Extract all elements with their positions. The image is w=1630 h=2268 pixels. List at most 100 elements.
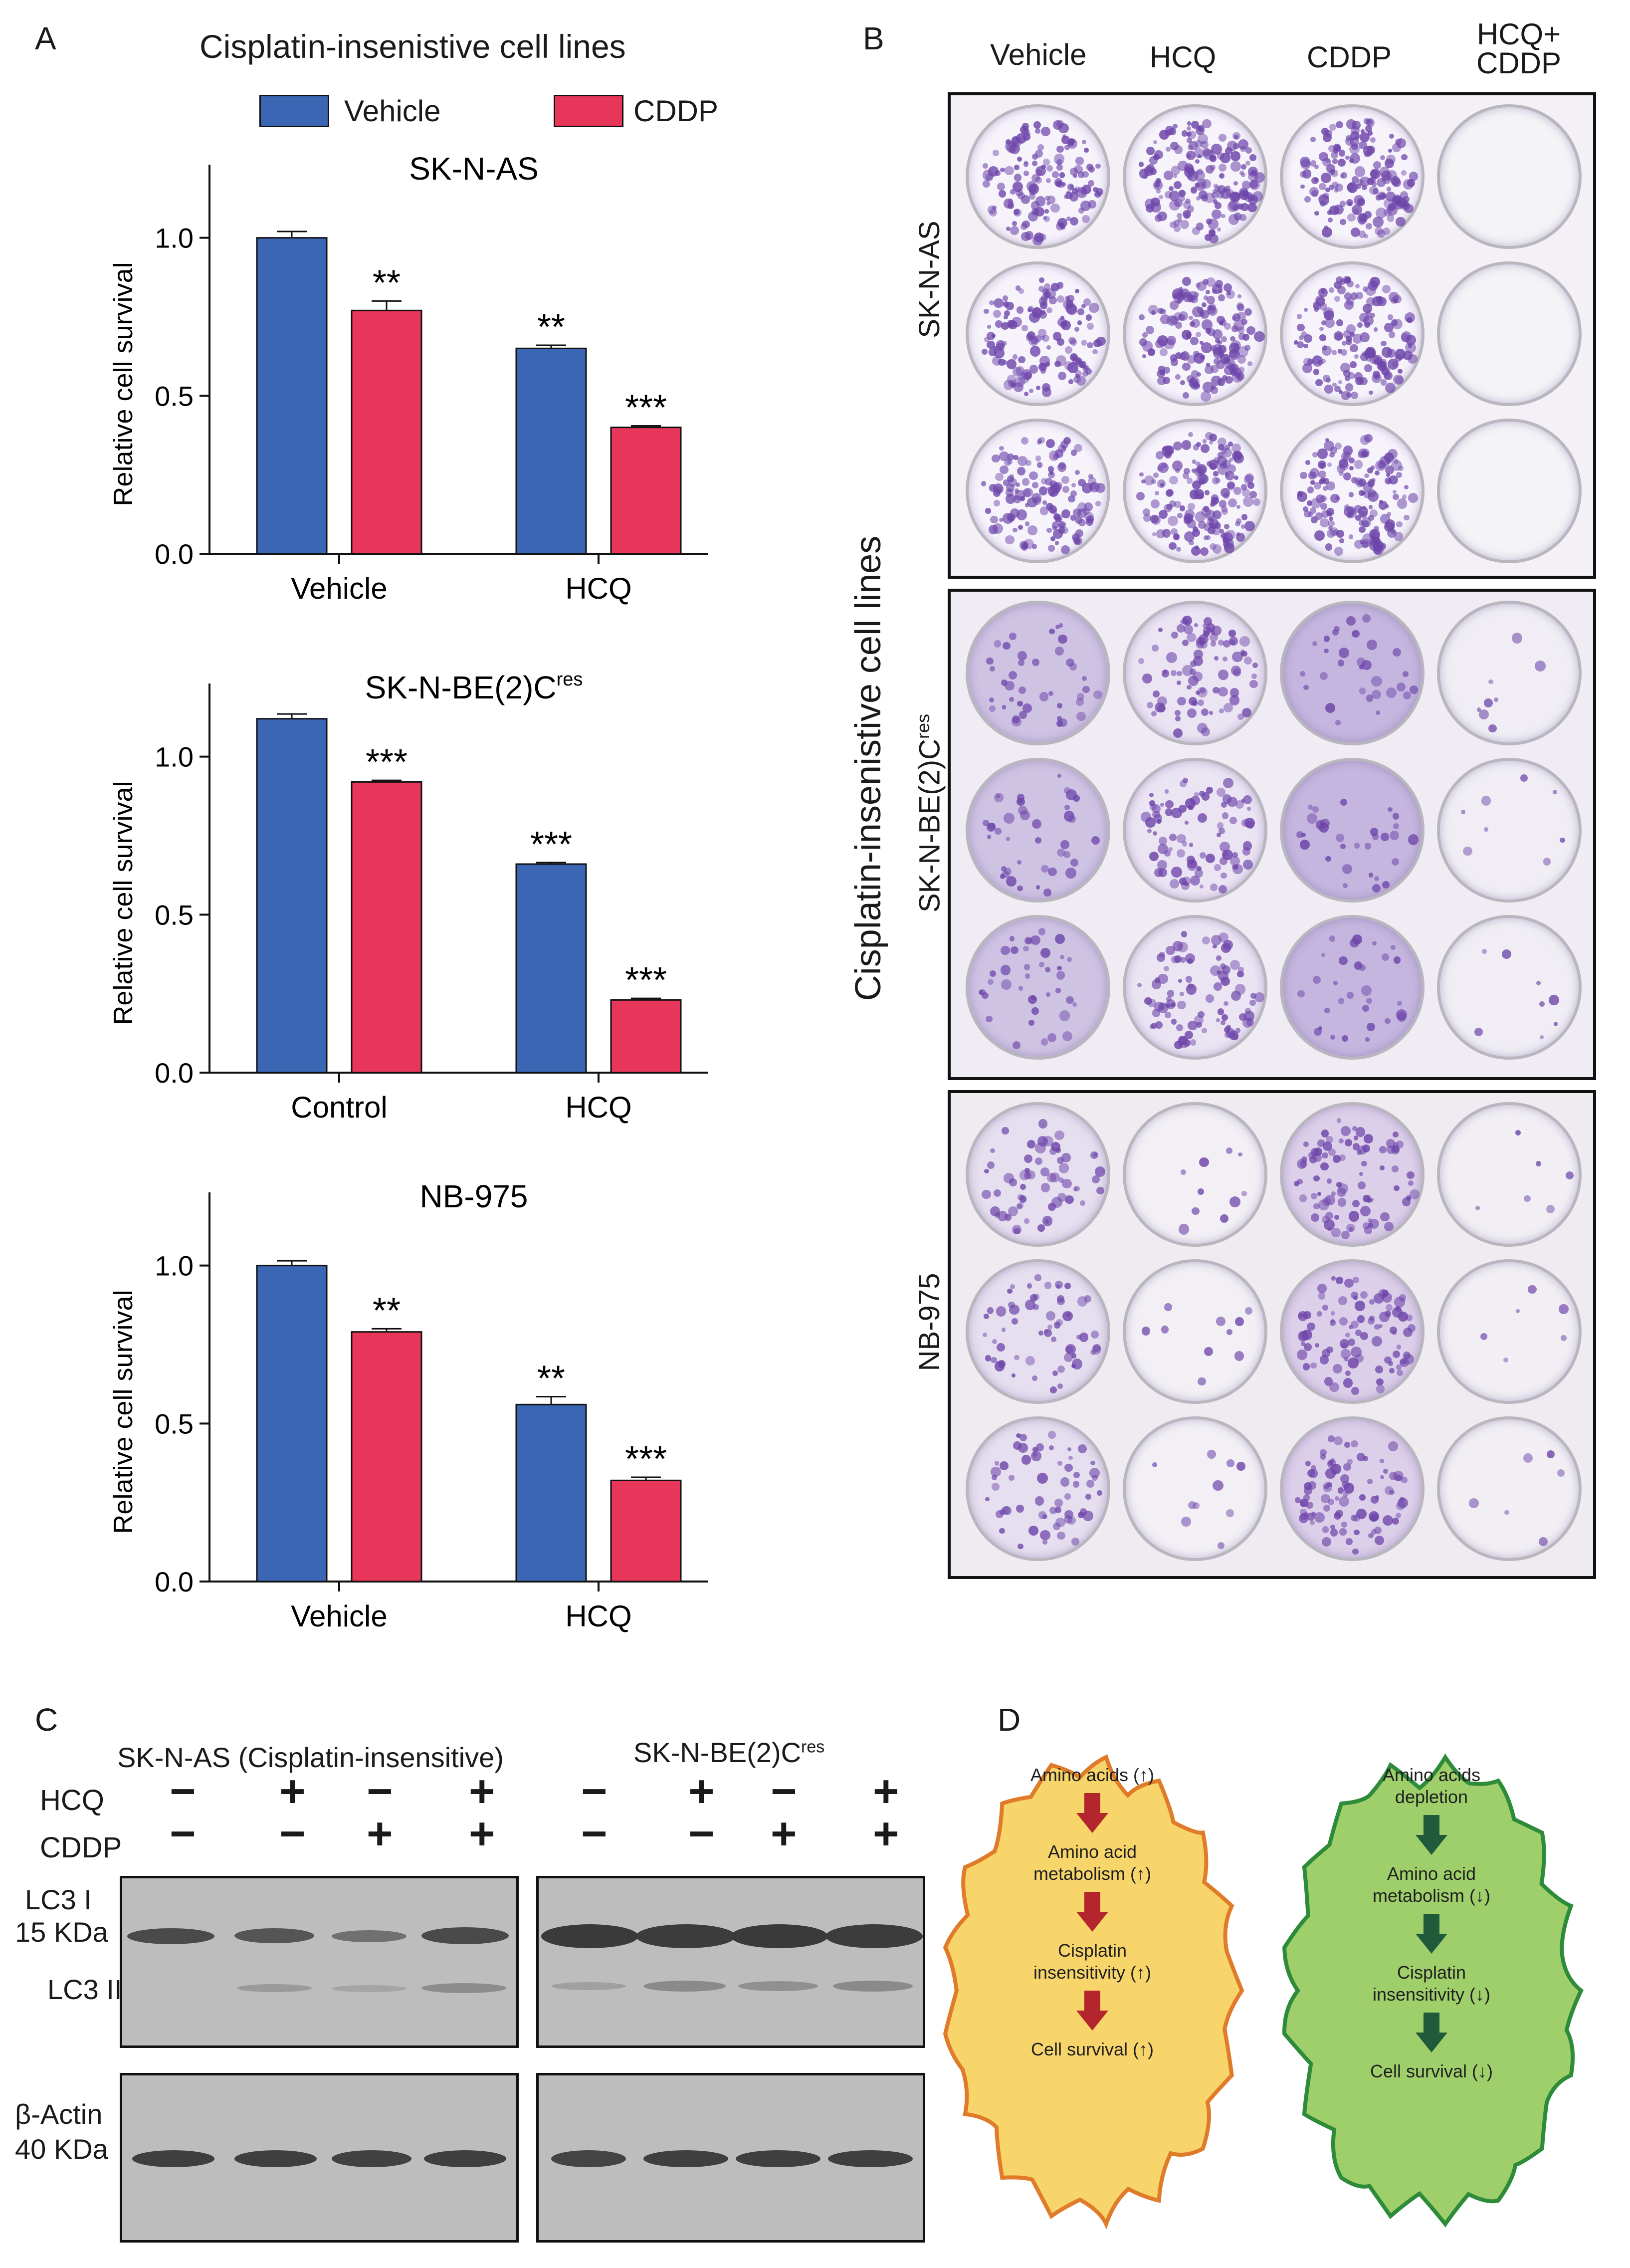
colony-dot: [1352, 934, 1363, 945]
colony-dot: [1363, 1134, 1373, 1143]
colony-dot: [1142, 673, 1153, 683]
colony-dot: [1031, 160, 1038, 166]
colony-dot: [1187, 121, 1192, 126]
colony-dot: [1364, 434, 1373, 443]
colony-dot: [1172, 460, 1183, 471]
colony-dot: [1320, 495, 1327, 502]
colony-dot: [1025, 1356, 1035, 1365]
colony-dot: [1156, 819, 1161, 825]
colony-dot: [1302, 1329, 1313, 1340]
colony-dot: [1064, 804, 1070, 810]
colony-dot: [1331, 1228, 1341, 1237]
colony-dot: [1218, 163, 1227, 172]
colony-dot: [1007, 375, 1016, 384]
colony-dot: [1341, 340, 1347, 346]
colony-dot: [1020, 195, 1030, 204]
colony-dot: [1046, 527, 1052, 533]
colony-dot: [1340, 1126, 1351, 1136]
colony-dot: [1004, 166, 1014, 176]
colony-dot: [1222, 448, 1232, 457]
colony-dot: [1338, 150, 1346, 157]
colony-dot: [1183, 513, 1193, 523]
culture-well: [966, 419, 1110, 563]
colony-dot: [1080, 200, 1091, 211]
colony-dot: [1152, 1462, 1157, 1468]
cell-shape-left: [943, 1754, 1244, 2230]
colony-dot: [1347, 1338, 1356, 1346]
colony-dot: [1200, 884, 1204, 889]
colony-dot: [1140, 811, 1151, 822]
colony-dot: [1051, 508, 1057, 515]
colony-dot: [1197, 281, 1207, 291]
colony-dot: [1246, 806, 1251, 811]
colony-dot: [1383, 198, 1394, 209]
colony-dot: [1003, 198, 1014, 209]
colony-dot: [1348, 534, 1354, 539]
colony-dot: [1068, 495, 1075, 503]
hcq-sign: −: [581, 1767, 608, 1816]
colony-dot: [1351, 1387, 1359, 1395]
colony-dot: [1027, 525, 1037, 536]
colony-dot: [1560, 837, 1566, 843]
colony-dot: [1334, 1214, 1339, 1220]
colony-dot: [1372, 181, 1377, 187]
colony-dot: [1365, 125, 1372, 132]
colony-dot: [1034, 1274, 1041, 1281]
colony-dot: [1223, 523, 1229, 529]
colony-dot: [1327, 1482, 1332, 1488]
panel-b-side-label: Cisplatin-insenistive cell lines: [848, 535, 888, 1001]
colony-dot: [1186, 333, 1191, 338]
colony-dot: [986, 174, 994, 182]
colony-dot: [1023, 162, 1029, 167]
colony-dot: [1240, 484, 1247, 490]
colony-dot: [1039, 297, 1048, 306]
colony-dot: [1090, 1331, 1099, 1339]
colony-dot: [1224, 322, 1231, 330]
colony-dot: [1089, 482, 1100, 493]
colony-dot: [1252, 191, 1263, 202]
colony-dot: [1187, 130, 1196, 140]
colony-dot: [1178, 314, 1185, 321]
colony-dot: [1149, 852, 1159, 862]
colony-dot: [1024, 503, 1029, 507]
colony-dot: [1302, 363, 1313, 374]
colony-dot: [1307, 512, 1313, 517]
colony-dot: [1319, 334, 1326, 341]
colony-dot: [1037, 1224, 1045, 1232]
colony-dot: [1170, 879, 1180, 889]
colony-dot: [1323, 307, 1334, 318]
colony-dot: [1024, 1218, 1029, 1224]
colony-dot: [1244, 520, 1255, 532]
colony-dot: [1345, 1332, 1351, 1338]
colony-dot: [1393, 493, 1399, 500]
colony-dot: [1227, 796, 1237, 807]
pathway-step: Cisplatin: [1058, 1940, 1127, 1961]
colony-dot: [1078, 1444, 1087, 1454]
colony-dot: [1388, 449, 1398, 459]
colony-dot: [986, 1015, 993, 1023]
colony-dot: [987, 834, 992, 839]
colony-dot: [1238, 332, 1246, 340]
colony-dot: [1019, 810, 1030, 820]
colony-dot: [1303, 1494, 1310, 1501]
culture-plate-sk-n-be2c: [948, 589, 1596, 1080]
colony-dot: [1394, 1185, 1400, 1191]
colony-dot: [1237, 139, 1249, 150]
colony-dot: [1333, 981, 1338, 986]
culture-well: [966, 758, 1110, 903]
colony-dot: [1197, 813, 1208, 823]
colony-dot: [1536, 980, 1541, 985]
colony-dot: [1345, 1139, 1353, 1147]
colony-dot: [1196, 223, 1204, 230]
colony-dot: [1357, 213, 1368, 224]
colony-dot: [1190, 875, 1201, 886]
colony-dot: [1382, 1515, 1393, 1526]
colony-dot: [1198, 134, 1208, 145]
colony-dot: [1235, 1027, 1241, 1033]
culture-well: [1437, 1102, 1582, 1247]
colony-dot: [1218, 885, 1227, 894]
colony-dot: [1344, 1442, 1350, 1448]
colony-dot: [1344, 292, 1352, 300]
colony-dot: [1357, 322, 1363, 328]
colony-dot: [1231, 192, 1240, 201]
